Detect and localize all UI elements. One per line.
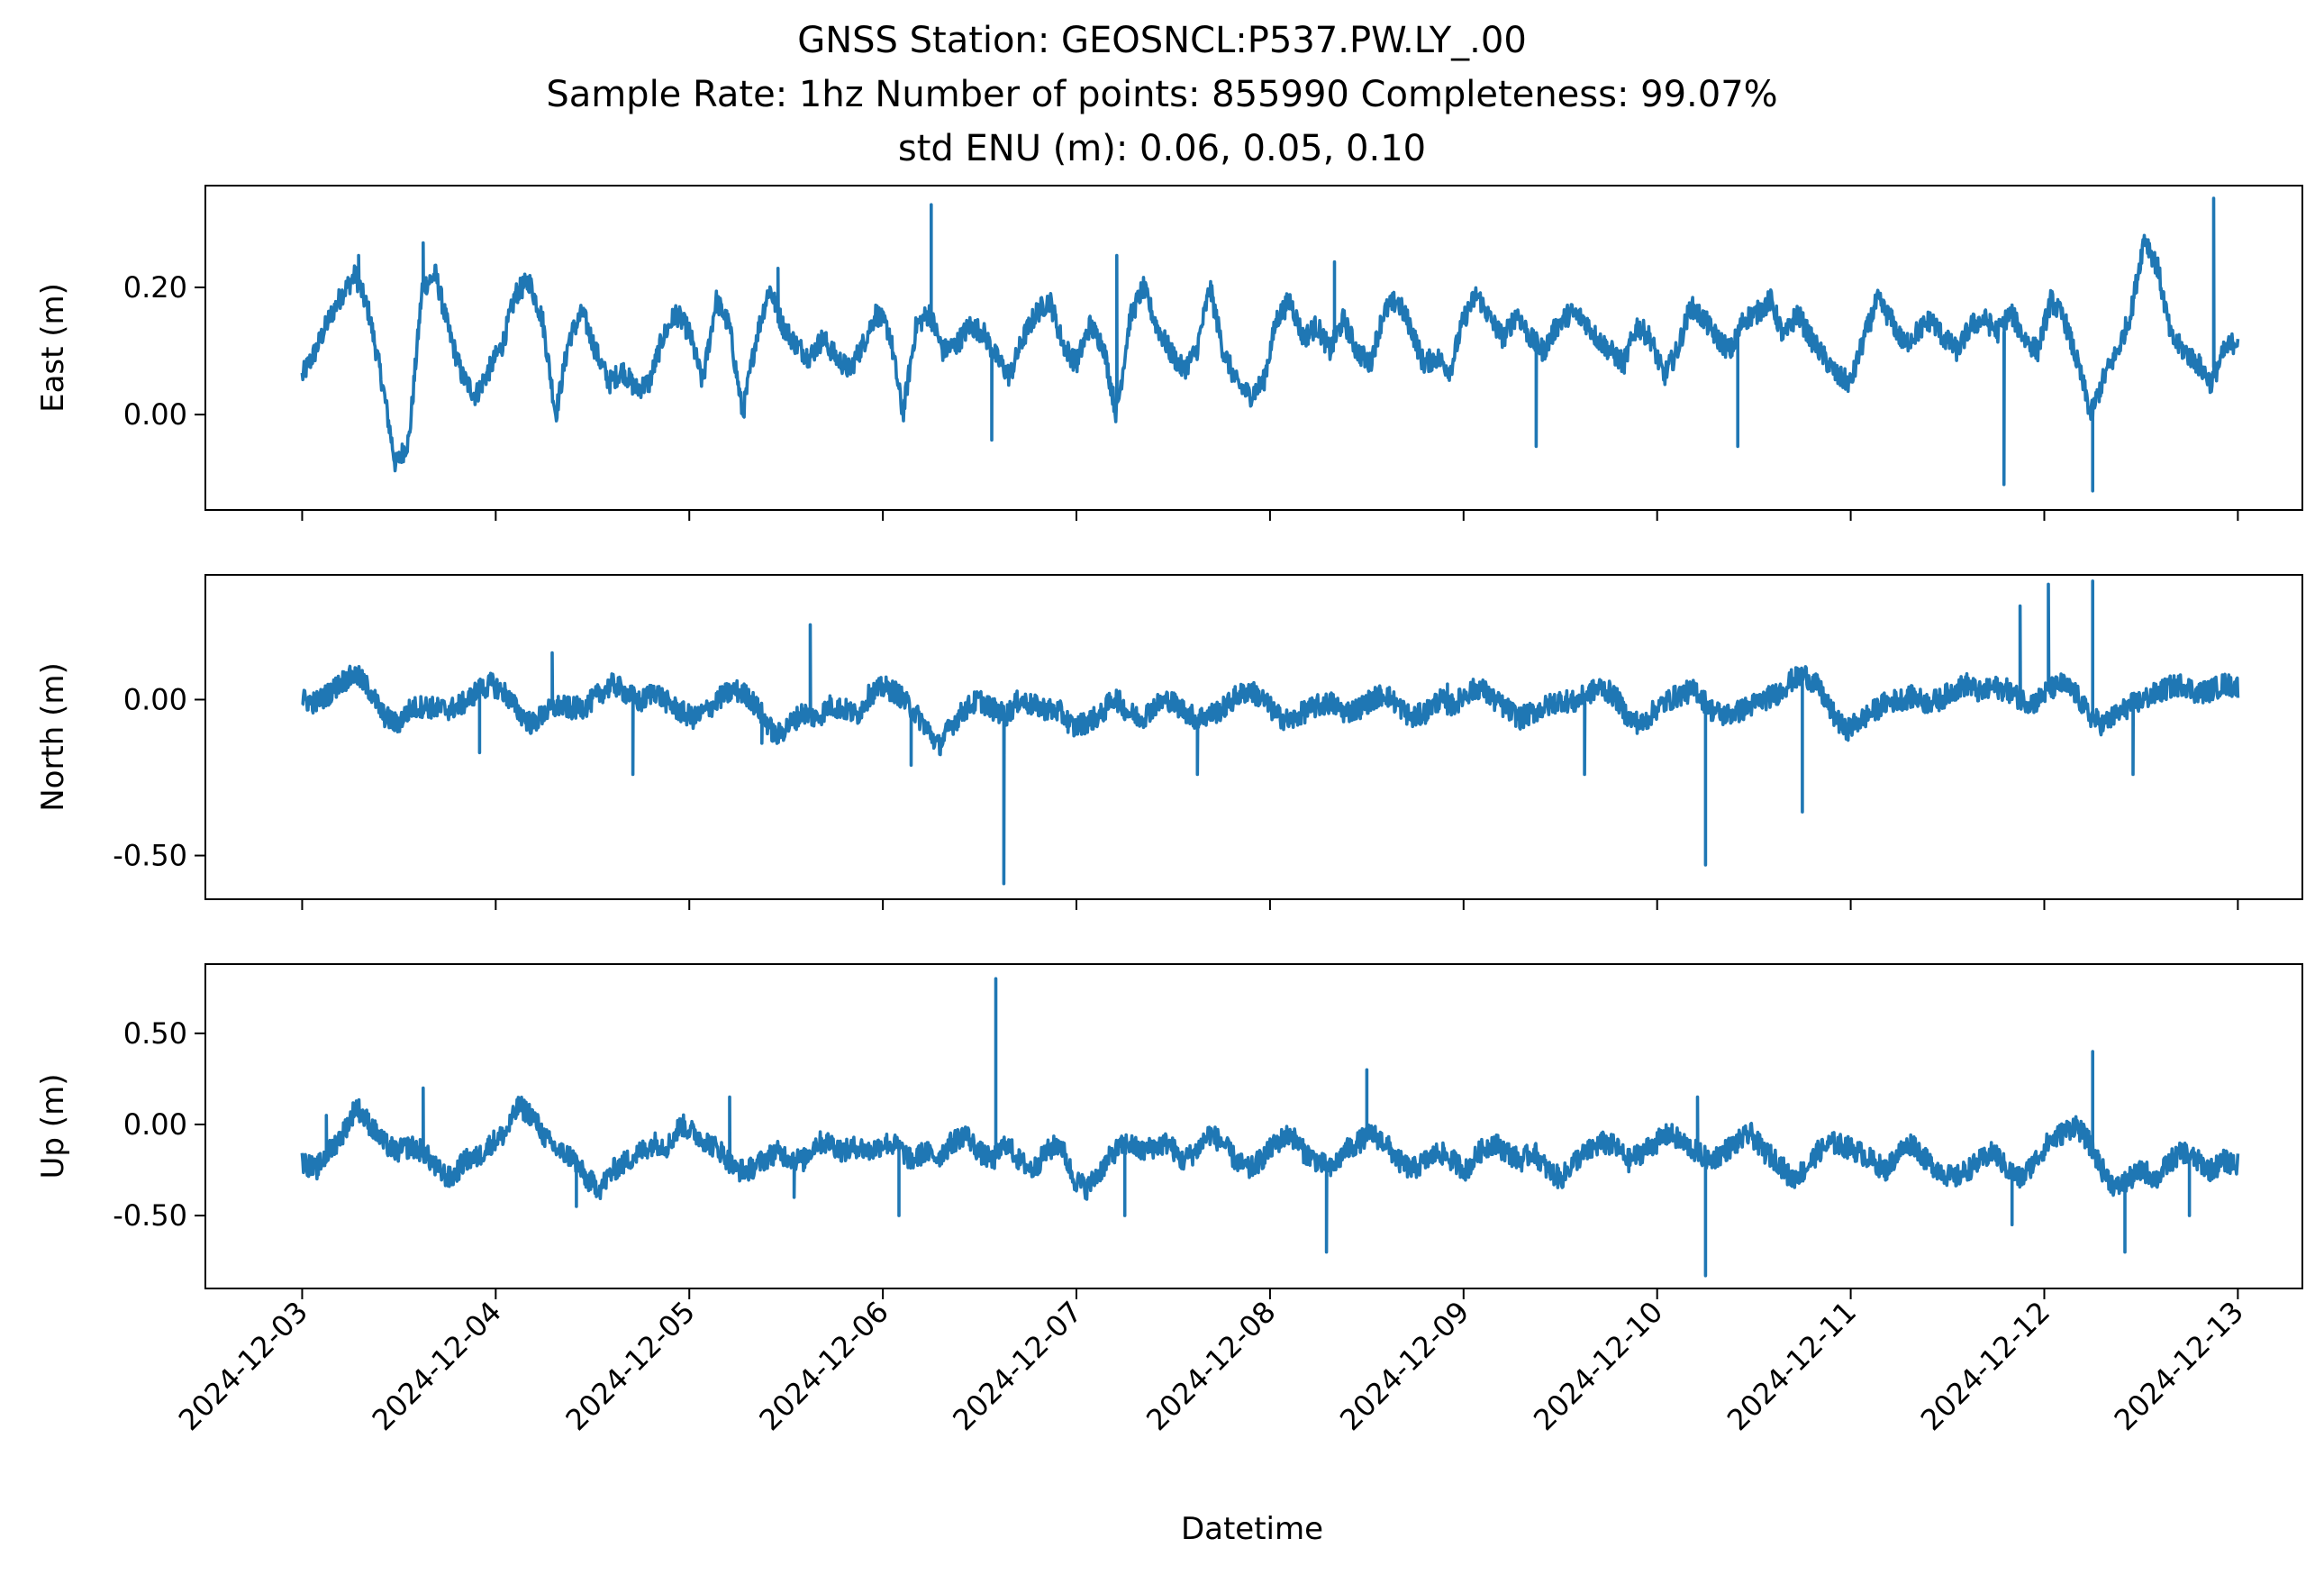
axes-frame	[204, 574, 2303, 900]
y-tick-label: -0.50	[113, 839, 187, 873]
y-tick-label: 0.00	[123, 397, 187, 432]
y-tick-label: 0.20	[123, 270, 187, 305]
series-line-east	[300, 196, 2240, 493]
y-tick-label: -0.50	[113, 1198, 187, 1233]
x-tick-label: 2024-12-11	[1720, 1295, 1863, 1437]
x-tick-label: 2024-12-07	[946, 1295, 1088, 1437]
up-panel: -0.50 0.00 0.50 2024-12-03 2024-12-04 2024-12…	[35, 963, 2303, 1437]
series-line-north	[301, 579, 2240, 886]
x-tick-label: 2024-12-03	[172, 1295, 314, 1437]
x-tick-label: 2024-12-13	[2108, 1295, 2250, 1437]
title-line-1: GNSS Station: GEOSNCL:P537.PW.LY_.00	[797, 20, 1527, 61]
title-line-3: std ENU (m): 0.06, 0.05, 0.10	[898, 128, 1426, 169]
y-tick-label: 0.00	[123, 1107, 187, 1142]
x-tick-label: 2024-12-09	[1333, 1295, 1475, 1437]
north-panel: -0.50 0.00 North (m)	[35, 574, 2303, 910]
y-axis-label: East (m)	[35, 283, 71, 413]
title-line-2: Sample Rate: 1hz Number of points: 85599…	[546, 74, 1777, 115]
y-tick-label: 0.00	[123, 682, 187, 716]
x-tick-label: 2024-12-10	[1527, 1295, 1669, 1437]
x-tick-label: 2024-12-06	[752, 1295, 894, 1437]
x-tick-label: 2024-12-05	[559, 1295, 702, 1437]
axes-frame	[204, 963, 2303, 1289]
y-axis-label: North (m)	[35, 662, 71, 812]
east-panel: 0.00 0.20 East (m)	[35, 185, 2303, 521]
axes-frame	[204, 185, 2303, 511]
x-tick-label: 2024-12-12	[1914, 1295, 2056, 1437]
y-axis-label: Up (m)	[35, 1074, 71, 1179]
x-tick-label: 2024-12-08	[1139, 1295, 1282, 1437]
y-tick-label: 0.50	[123, 1016, 187, 1051]
series-line-up	[300, 977, 2240, 1278]
x-tick-label: 2024-12-04	[366, 1295, 508, 1437]
x-axis-label: Datetime	[1181, 1511, 1323, 1547]
